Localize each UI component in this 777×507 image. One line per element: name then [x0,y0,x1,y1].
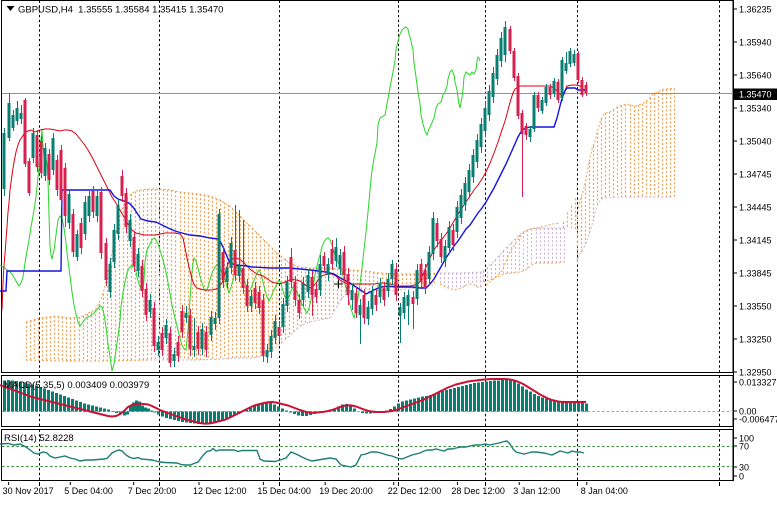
svg-text:0: 0 [739,472,744,482]
svg-text:1.33250: 1.33250 [739,335,772,345]
svg-text:70: 70 [739,442,749,452]
svg-text:30 Nov 2017: 30 Nov 2017 [3,486,54,496]
svg-text:3 Jan 12:00: 3 Jan 12:00 [513,486,560,496]
svg-text:1.35040: 1.35040 [739,137,772,147]
svg-text:GBPUSD,H4 1.35555 1.35584 1.3: GBPUSD,H4 1.35555 1.35584 1.35415 1.3547… [18,5,223,16]
svg-text:-0.006477: -0.006477 [739,415,777,425]
svg-text:1.32950: 1.32950 [739,368,772,378]
svg-text:1.36235: 1.36235 [739,5,772,15]
svg-text:1.35340: 1.35340 [739,104,772,114]
svg-text:12 Dec 12:00: 12 Dec 12:00 [193,486,247,496]
svg-text:5 Dec 04:00: 5 Dec 04:00 [64,486,113,496]
svg-text:1.35470: 1.35470 [739,90,772,100]
svg-text:7 Dec 20:00: 7 Dec 20:00 [128,486,177,496]
svg-text:1.35640: 1.35640 [739,71,772,81]
svg-text:1.34745: 1.34745 [739,170,772,180]
svg-text:0.013327: 0.013327 [739,378,777,388]
svg-text:1.34145: 1.34145 [739,236,772,246]
svg-text:30: 30 [739,463,749,473]
svg-text:28 Dec 12:00: 28 Dec 12:00 [451,486,505,496]
svg-text:1.33550: 1.33550 [739,302,772,312]
svg-text:15 Dec 04:00: 15 Dec 04:00 [257,486,311,496]
svg-text:1.35940: 1.35940 [739,38,772,48]
svg-text:19 Dec 20:00: 19 Dec 20:00 [319,486,373,496]
svg-text:MACD(5,35,5) 0.003409 0.003979: MACD(5,35,5) 0.003409 0.003979 [4,380,149,391]
svg-text:100: 100 [739,434,754,444]
svg-text:8 Jan 04:00: 8 Jan 04:00 [581,486,628,496]
svg-text:1.34445: 1.34445 [739,203,772,213]
svg-text:22 Dec 12:00: 22 Dec 12:00 [388,486,442,496]
svg-text:0.00: 0.00 [739,407,757,417]
svg-text:1.33845: 1.33845 [739,269,772,279]
svg-text:RSI(14) 52.8228: RSI(14) 52.8228 [4,433,74,444]
